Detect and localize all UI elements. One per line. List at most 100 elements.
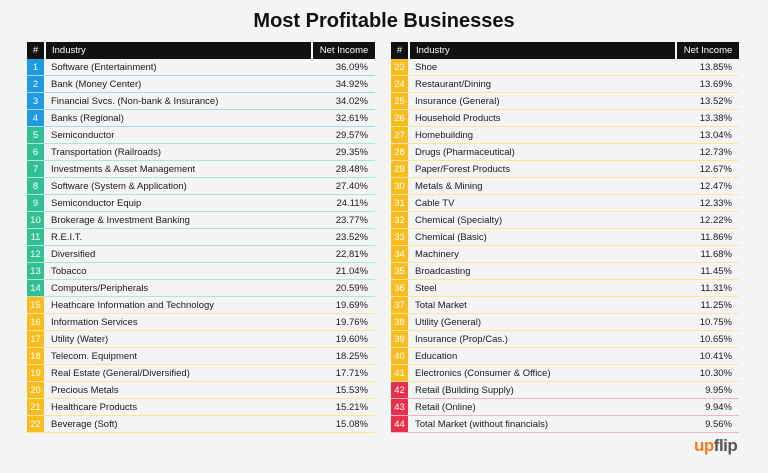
row-industry: Broadcasting xyxy=(415,265,471,277)
table-row: 12 Diversified 22.81% xyxy=(27,246,375,263)
row-net-income: 13.52% xyxy=(699,95,732,107)
row-rank: 35 xyxy=(391,263,408,279)
row-industry: Diversified xyxy=(51,248,96,260)
row-industry: Software (Entertainment) xyxy=(51,61,157,73)
row-net-income: 12.67% xyxy=(699,163,732,175)
row-net-income: 11.68% xyxy=(700,248,732,260)
chart-title: Most Profitable Businesses xyxy=(253,10,515,32)
row-rank: 17 xyxy=(27,331,44,347)
row-net-income: 29.57% xyxy=(335,129,368,141)
row-net-income: 27.40% xyxy=(335,180,368,192)
row-net-income: 13.85% xyxy=(699,61,732,73)
row-industry: Precious Metals xyxy=(51,384,119,396)
row-industry: Chemical (Specialty) xyxy=(415,214,503,226)
row-rank: 9 xyxy=(27,195,44,211)
row-rank: 31 xyxy=(391,195,408,211)
table-row: 26 Household Products 13.38% xyxy=(391,110,739,127)
row-industry: Telecom. Equipment xyxy=(51,350,138,362)
row-net-income: 12.22% xyxy=(699,214,732,226)
table-header: # Industry Net Income xyxy=(391,42,739,59)
table-row: 11 R.E.I.T. 23.52% xyxy=(27,229,375,246)
row-net-income: 22.81% xyxy=(335,248,368,260)
table-row: 37 Total Market 11.25% xyxy=(391,297,739,314)
table-row: 7 Investments & Asset Management 28.48% xyxy=(27,161,375,178)
row-industry: Shoe xyxy=(415,61,438,73)
row-industry: Semiconductor Equip xyxy=(51,197,142,209)
row-net-income: 9.94% xyxy=(705,401,732,413)
row-rank: 14 xyxy=(27,280,44,296)
row-rank: 24 xyxy=(391,76,408,92)
table-row: 10 Brokerage & Investment Banking 23.77% xyxy=(27,212,375,229)
row-rank: 29 xyxy=(391,161,408,177)
header-industry: Industry xyxy=(410,42,675,59)
table-row: 44 Total Market (without financials) 9.56% xyxy=(391,416,739,433)
row-net-income: 18.25% xyxy=(335,350,368,362)
row-net-income: 13.04% xyxy=(699,129,732,141)
row-rank: 34 xyxy=(391,246,408,262)
table-row: 18 Telecom. Equipment 18.25% xyxy=(27,348,375,365)
row-rank: 10 xyxy=(27,212,44,228)
row-industry: Computers/Peripherals xyxy=(51,282,149,294)
row-industry: R.E.I.T. xyxy=(51,231,83,243)
row-rank: 32 xyxy=(391,212,408,228)
table-row: 35 Broadcasting 11.45% xyxy=(391,263,739,280)
table-row: 34 Machinery 11.68% xyxy=(391,246,739,263)
table-header: # Industry Net Income xyxy=(27,42,375,59)
row-net-income: 13.69% xyxy=(699,78,732,90)
row-rank: 11 xyxy=(27,229,44,245)
row-rank: 21 xyxy=(27,399,44,415)
table-row: 13 Tobacco 21.04% xyxy=(27,263,375,280)
row-net-income: 24.11% xyxy=(336,197,368,209)
table-row: 1 Software (Entertainment) 36.09% xyxy=(27,59,375,76)
table-row: 2 Bank (Money Center) 34.92% xyxy=(27,76,375,93)
row-industry: Beverage (Soft) xyxy=(51,418,118,430)
row-rank: 26 xyxy=(391,110,408,126)
row-net-income: 11.45% xyxy=(700,265,732,277)
row-net-income: 23.77% xyxy=(335,214,368,226)
table-row: 19 Real Estate (General/Diversified) 17.71… xyxy=(27,365,375,382)
row-net-income: 12.47% xyxy=(699,180,732,192)
table-row: 27 Homebuilding 13.04% xyxy=(391,127,739,144)
row-net-income: 11.86% xyxy=(700,231,732,243)
table-row: 8 Software (System & Application) 27.40% xyxy=(27,178,375,195)
table-row: 17 Utility (Water) 19.60% xyxy=(27,331,375,348)
row-net-income: 19.69% xyxy=(335,299,368,311)
row-net-income: 23.52% xyxy=(335,231,368,243)
table-row: 16 Information Services 19.76% xyxy=(27,314,375,331)
row-net-income: 9.56% xyxy=(705,418,732,430)
header-net-income: Net Income xyxy=(313,42,375,59)
table-row: 14 Computers/Peripherals 20.59% xyxy=(27,280,375,297)
row-industry: Bank (Money Center) xyxy=(51,78,142,90)
row-rank: 12 xyxy=(27,246,44,262)
row-net-income: 11.31% xyxy=(700,282,732,294)
row-industry: Education xyxy=(415,350,458,362)
row-industry: Drugs (Pharmaceutical) xyxy=(415,146,515,158)
row-industry: Semiconductor xyxy=(51,129,115,141)
table-row: 15 Heathcare Information and Technology 19… xyxy=(27,297,375,314)
row-net-income: 15.08% xyxy=(335,418,368,430)
table-row: 30 Metals & Mining 12.47% xyxy=(391,178,739,195)
row-net-income: 34.92% xyxy=(335,78,368,90)
row-industry: Software (System & Application) xyxy=(51,180,187,192)
row-rank: 38 xyxy=(391,314,408,330)
row-rank: 8 xyxy=(27,178,44,194)
row-rank: 37 xyxy=(391,297,408,313)
row-rank: 18 xyxy=(27,348,44,364)
table-row: 3 Financial Svcs. (Non-bank & Insurance) 3… xyxy=(27,93,375,110)
row-industry: Insurance (General) xyxy=(415,95,500,107)
row-industry: Investments & Asset Management xyxy=(51,163,196,175)
row-industry: Paper/Forest Products xyxy=(415,163,511,175)
logo-up: up xyxy=(694,436,714,455)
row-net-income: 15.21% xyxy=(335,401,368,413)
row-rank: 23 xyxy=(391,59,408,75)
row-industry: Heathcare Information and Technology xyxy=(51,299,215,311)
row-rank: 3 xyxy=(27,93,44,109)
table-row: 29 Paper/Forest Products 12.67% xyxy=(391,161,739,178)
row-net-income: 21.04% xyxy=(335,265,368,277)
row-rank: 36 xyxy=(391,280,408,296)
row-industry: Electronics (Consumer & Office) xyxy=(415,367,551,379)
row-net-income: 12.73% xyxy=(699,146,732,158)
row-industry: Homebuilding xyxy=(415,129,474,141)
row-industry: Restaurant/Dining xyxy=(415,78,492,90)
row-net-income: 15.53% xyxy=(335,384,368,396)
